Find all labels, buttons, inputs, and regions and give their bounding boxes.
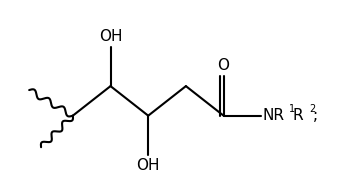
Text: O: O	[218, 58, 230, 73]
Text: OH: OH	[136, 158, 160, 173]
Text: 1: 1	[289, 104, 295, 114]
Text: R: R	[292, 108, 303, 123]
Text: NR: NR	[262, 108, 284, 123]
Text: OH: OH	[99, 29, 122, 44]
Text: 2: 2	[310, 104, 315, 114]
Text: ;: ;	[313, 108, 318, 123]
